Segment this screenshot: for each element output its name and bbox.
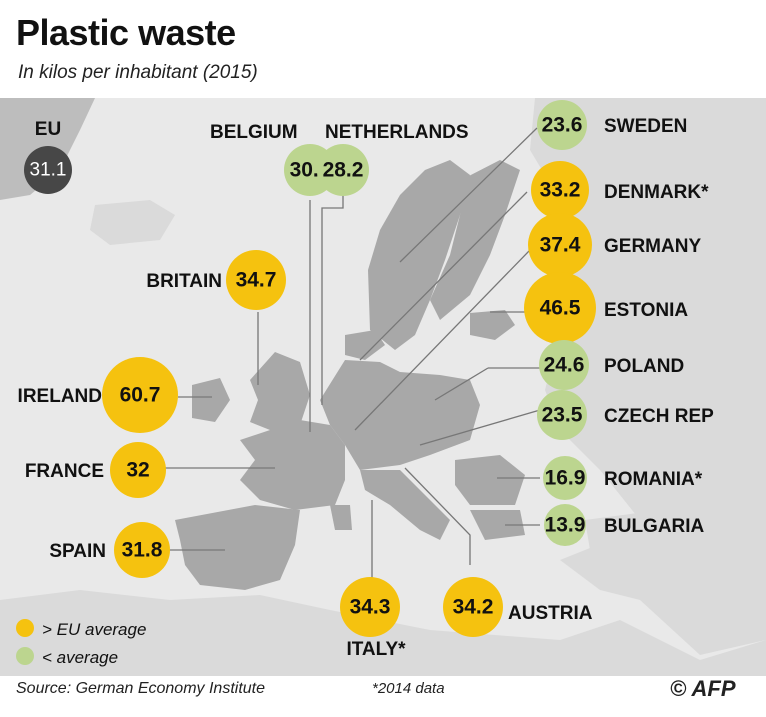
- marker-czech-rep: 23.5 CZECH REP: [537, 390, 714, 440]
- marker-ireland: 60.7 IRELAND: [18, 357, 178, 433]
- eu-land: [175, 160, 525, 590]
- italy-label: ITALY*: [346, 639, 406, 660]
- germany-label: GERMANY: [604, 236, 701, 257]
- source-text: Source: German Economy Institute: [16, 680, 265, 697]
- marker-britain: 34.7 BRITAIN: [146, 250, 286, 310]
- romania-value: 16.9: [545, 467, 586, 490]
- denmark-bubble: [531, 161, 589, 219]
- marker-spain: 31.8 SPAIN: [49, 522, 170, 578]
- footnote: *2014 data: [372, 680, 445, 697]
- spain-label: SPAIN: [49, 541, 106, 562]
- poland-value: 24.6: [544, 354, 585, 377]
- eu-bubble: [24, 146, 72, 194]
- sweden-value: 23.6: [542, 114, 583, 137]
- bulgaria-bubble: [544, 504, 586, 546]
- estonia-value: 46.5: [540, 297, 581, 320]
- legend-above-swatch: [16, 619, 34, 637]
- britain-value: 34.7: [236, 269, 277, 292]
- britain-label: BRITAIN: [146, 271, 222, 292]
- marker-poland: 24.6 POLAND: [539, 340, 684, 390]
- germany-bubble: [528, 213, 592, 277]
- britain-bubble: [226, 250, 286, 310]
- romania-label: ROMANIA*: [604, 469, 703, 490]
- czech-rep-label: CZECH REP: [604, 406, 714, 427]
- denmark-value: 33.2: [540, 179, 581, 202]
- denmark-label: DENMARK*: [604, 182, 709, 203]
- germany-value: 37.4: [540, 234, 581, 257]
- ireland-bubble: [102, 357, 178, 433]
- eu-label: EU: [35, 119, 61, 140]
- poland-bubble: [539, 340, 589, 390]
- marker-estonia: 46.5 ESTONIA: [524, 272, 688, 344]
- spain-bubble: [114, 522, 170, 578]
- leader-lines: [162, 127, 541, 580]
- ireland-label: IRELAND: [18, 386, 102, 407]
- france-value: 32: [126, 459, 149, 482]
- marker-france: 32 FRANCE: [25, 442, 166, 498]
- austria-label: AUSTRIA: [508, 603, 593, 624]
- estonia-label: ESTONIA: [604, 300, 688, 321]
- france-label: FRANCE: [25, 461, 104, 482]
- afp-credit: © AFP: [670, 676, 736, 701]
- bulgaria-label: BULGARIA: [604, 516, 705, 537]
- chart-title: Plastic waste: [16, 12, 236, 53]
- italy-bubble: [340, 577, 400, 637]
- netherlands-bubble: [317, 144, 369, 196]
- france-bubble: [110, 442, 166, 498]
- marker-sweden: 23.6 SWEDEN: [537, 100, 687, 150]
- belgium-label: BELGIUM: [210, 122, 298, 143]
- marker-austria: 34.2 AUSTRIA: [443, 577, 593, 637]
- sweden-bubble: [537, 100, 587, 150]
- marker-italy: 34.3 ITALY*: [340, 577, 406, 660]
- legend: > EU average < average: [16, 619, 146, 667]
- netherlands-value: 28.2: [323, 159, 364, 182]
- czech-rep-bubble: [537, 390, 587, 440]
- footer: [0, 676, 766, 717]
- chart-subtitle: In kilos per inhabitant (2015): [18, 62, 258, 83]
- czech-rep-value: 23.5: [542, 404, 583, 427]
- bulgaria-value: 13.9: [545, 514, 586, 537]
- italy-value: 34.3: [350, 596, 391, 619]
- marker-eu: EU 31.1: [24, 119, 72, 194]
- spain-value: 31.8: [122, 539, 163, 562]
- legend-below-swatch: [16, 647, 34, 665]
- marker-bulgaria: 13.9 BULGARIA: [544, 504, 705, 546]
- legend-below-label: < average: [42, 648, 118, 667]
- marker-denmark: 33.2 DENMARK*: [531, 161, 709, 219]
- austria-bubble: [443, 577, 503, 637]
- marker-netherlands: 28.2 NETHERLANDS: [317, 122, 469, 196]
- legend-above-label: > EU average: [42, 620, 146, 639]
- poland-label: POLAND: [604, 356, 684, 377]
- europe-map: > EU average < average 30.1BELGIUM28.2NE…: [0, 98, 766, 676]
- netherlands-label: NETHERLANDS: [325, 122, 469, 143]
- estonia-bubble: [524, 272, 596, 344]
- austria-value: 34.2: [453, 596, 494, 619]
- sweden-label: SWEDEN: [604, 116, 687, 137]
- romania-bubble: [543, 456, 587, 500]
- marker-romania: 16.9 ROMANIA*: [543, 456, 703, 500]
- eu-value: 31.1: [30, 160, 67, 181]
- ireland-value: 60.7: [120, 384, 161, 407]
- marker-germany: 37.4 GERMANY: [528, 213, 701, 277]
